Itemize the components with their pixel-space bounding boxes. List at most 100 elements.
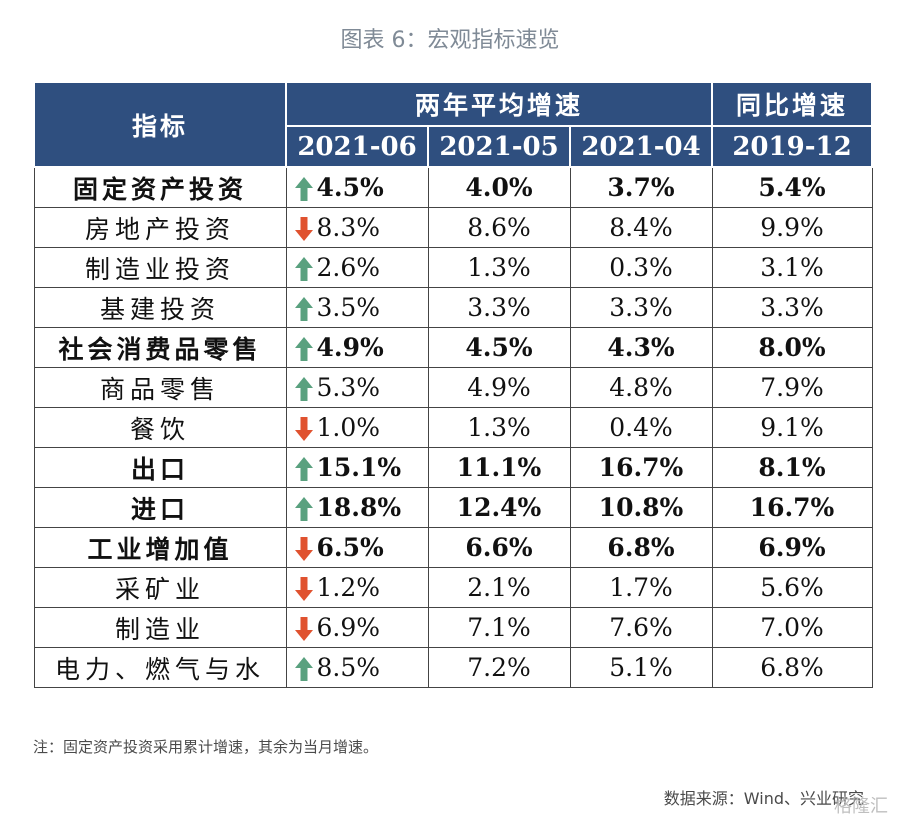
- growth-value-cell: 1.3%: [427, 407, 571, 448]
- table-row: 固定资产投资 4.5% 4.0% 3.7% 5.4%: [33, 166, 873, 208]
- growth-value-cell: 5.6%: [711, 567, 873, 608]
- arrow-up-icon: [294, 177, 313, 201]
- growth-value-cell: 0.3%: [569, 247, 713, 288]
- growth-value-cell: 1.7%: [569, 567, 713, 608]
- growth-value-cell: 2.1%: [427, 567, 571, 608]
- indicator-name: 基建投资: [33, 287, 287, 328]
- arrow-up-icon: [294, 657, 313, 681]
- growth-value-cell: 4.9%: [427, 367, 571, 408]
- table-note: 注：固定资产投资采用累计增速，其余为当月增速。: [33, 738, 379, 756]
- indicator-name: 出口: [33, 447, 287, 488]
- two-year-average-header: 两年平均增速: [285, 81, 713, 127]
- macro-indicators-table: 指标 两年平均增速 同比增速 2021-06 2021-05 2021-04 2…: [33, 81, 873, 688]
- table-row: 进口 18.8% 12.4% 10.8% 16.7%: [33, 487, 873, 528]
- growth-value-cell: 7.9%: [711, 367, 873, 408]
- growth-value: 6.9%: [316, 613, 381, 642]
- indicator-name: 餐饮: [33, 407, 287, 448]
- arrow-down-icon: [294, 417, 313, 441]
- indicator-name: 制造业: [33, 607, 287, 648]
- indicator-name: 房地产投资: [33, 207, 287, 248]
- table-row: 出口 15.1% 11.1% 16.7% 8.1%: [33, 447, 873, 488]
- table-row: 采矿业 1.2% 2.1% 1.7% 5.6%: [33, 567, 873, 608]
- latest-value-cell: 15.1%: [285, 447, 429, 488]
- growth-value-cell: 6.9%: [711, 527, 873, 568]
- arrow-up-icon: [294, 457, 313, 481]
- table-row: 制造业 6.9% 7.1% 7.6% 7.0%: [33, 607, 873, 648]
- growth-value-cell: 3.7%: [569, 166, 713, 208]
- growth-value-cell: 7.0%: [711, 607, 873, 648]
- growth-value: 4.5%: [316, 173, 384, 202]
- period-header: 2021-04: [569, 125, 713, 168]
- indicator-header: 指标: [33, 81, 287, 168]
- latest-value-cell: 1.0%: [285, 407, 429, 448]
- growth-value: 1.2%: [316, 573, 381, 602]
- table-body: 固定资产投资 4.5% 4.0% 3.7% 5.4% 房地产投资 8.3% 8.6% 8.4% 9…: [33, 166, 873, 688]
- growth-value: 2.6%: [316, 253, 381, 282]
- table-row: 商品零售 5.3% 4.9% 4.8% 7.9%: [33, 367, 873, 408]
- watermark-logo: 格隆汇: [834, 796, 888, 817]
- growth-value-cell: 6.6%: [427, 527, 571, 568]
- latest-value-cell: 6.5%: [285, 527, 429, 568]
- growth-value-cell: 16.7%: [569, 447, 713, 488]
- growth-value-cell: 3.3%: [569, 287, 713, 328]
- growth-value: 8.3%: [316, 213, 381, 242]
- growth-value-cell: 3.1%: [711, 247, 873, 288]
- table-row: 餐饮 1.0% 1.3% 0.4% 9.1%: [33, 407, 873, 448]
- arrow-up-icon: [294, 497, 313, 521]
- arrow-down-icon: [294, 577, 313, 601]
- figure-caption: 图表 6：宏观指标速览: [340, 28, 560, 53]
- indicator-name: 社会消费品零售: [33, 327, 287, 368]
- indicator-name: 电力、燃气与水: [33, 647, 287, 688]
- arrow-down-icon: [294, 217, 313, 241]
- growth-value: 1.0%: [316, 413, 381, 442]
- latest-value-cell: 2.6%: [285, 247, 429, 288]
- growth-value-cell: 5.1%: [569, 647, 713, 688]
- growth-value: 18.8%: [316, 493, 402, 522]
- growth-value-cell: 7.1%: [427, 607, 571, 648]
- latest-value-cell: 4.5%: [285, 166, 429, 208]
- growth-value-cell: 4.5%: [427, 327, 571, 368]
- table-row: 基建投资 3.5% 3.3% 3.3% 3.3%: [33, 287, 873, 328]
- growth-value-cell: 4.3%: [569, 327, 713, 368]
- indicator-name: 制造业投资: [33, 247, 287, 288]
- growth-value-cell: 7.2%: [427, 647, 571, 688]
- growth-value-cell: 7.6%: [569, 607, 713, 648]
- latest-value-cell: 4.9%: [285, 327, 429, 368]
- growth-value: 4.9%: [316, 333, 384, 362]
- latest-value-cell: 6.9%: [285, 607, 429, 648]
- growth-value-cell: 12.4%: [427, 487, 571, 528]
- growth-value-cell: 8.0%: [711, 327, 873, 368]
- table-row: 社会消费品零售 4.9% 4.5% 4.3% 8.0%: [33, 327, 873, 368]
- arrow-down-icon: [294, 617, 313, 641]
- arrow-up-icon: [294, 337, 313, 361]
- growth-value-cell: 3.3%: [427, 287, 571, 328]
- table-row: 房地产投资 8.3% 8.6% 8.4% 9.9%: [33, 207, 873, 248]
- indicator-name: 商品零售: [33, 367, 287, 408]
- latest-value-cell: 1.2%: [285, 567, 429, 608]
- growth-value-cell: 10.8%: [569, 487, 713, 528]
- growth-value-cell: 3.3%: [711, 287, 873, 328]
- growth-value-cell: 9.9%: [711, 207, 873, 248]
- arrow-down-icon: [294, 537, 313, 561]
- growth-value-cell: 6.8%: [569, 527, 713, 568]
- table-row: 制造业投资 2.6% 1.3% 0.3% 3.1%: [33, 247, 873, 288]
- growth-value: 6.5%: [316, 533, 384, 562]
- arrow-up-icon: [294, 297, 313, 321]
- period-header: 2019-12: [711, 125, 873, 168]
- yoy-growth-header: 同比增速: [711, 81, 873, 127]
- growth-value-cell: 0.4%: [569, 407, 713, 448]
- indicator-name: 进口: [33, 487, 287, 528]
- arrow-up-icon: [294, 257, 313, 281]
- data-source: 数据来源：Wind、兴业研究: [663, 789, 864, 808]
- growth-value-cell: 4.0%: [427, 166, 571, 208]
- growth-value-cell: 8.6%: [427, 207, 571, 248]
- growth-value-cell: 11.1%: [427, 447, 571, 488]
- latest-value-cell: 18.8%: [285, 487, 429, 528]
- growth-value: 3.5%: [316, 293, 381, 322]
- growth-value: 8.5%: [316, 653, 381, 682]
- growth-value: 15.1%: [316, 453, 402, 482]
- indicator-name: 固定资产投资: [33, 166, 287, 208]
- latest-value-cell: 8.5%: [285, 647, 429, 688]
- growth-value-cell: 16.7%: [711, 487, 873, 528]
- growth-value-cell: 9.1%: [711, 407, 873, 448]
